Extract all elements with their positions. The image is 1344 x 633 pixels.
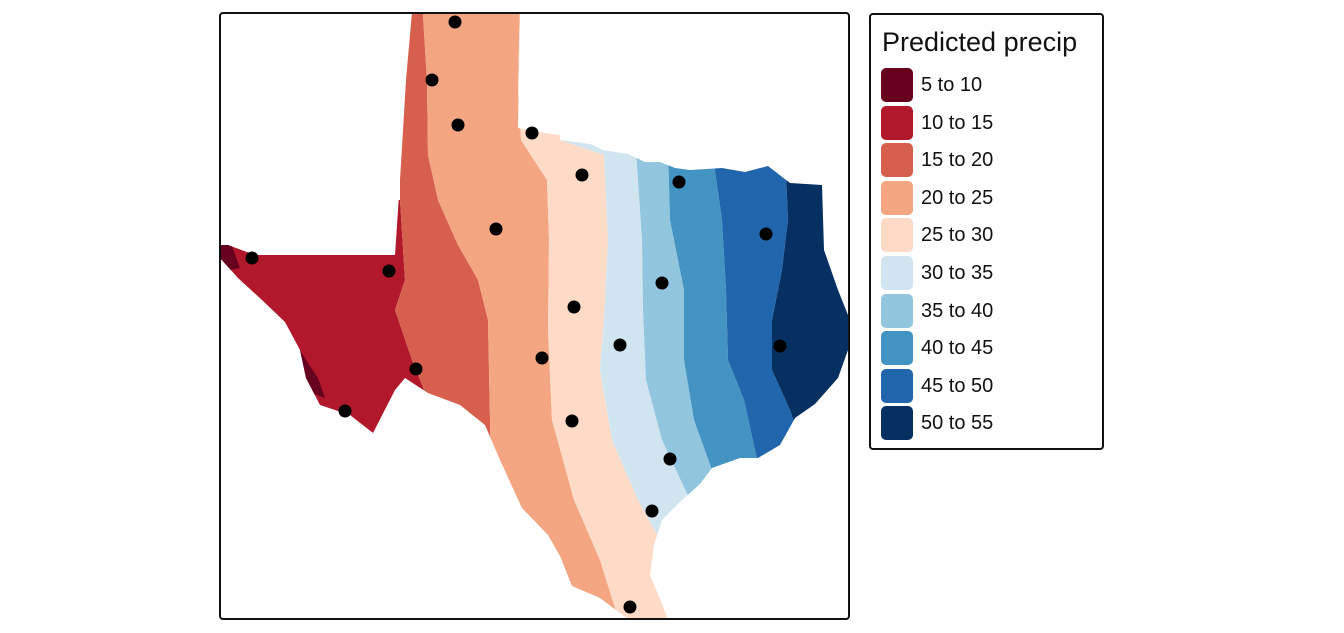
legend-item: 35 to 40 bbox=[881, 293, 1096, 328]
legend-item: 10 to 15 bbox=[881, 105, 1096, 140]
station-point bbox=[773, 339, 787, 353]
legend-swatch bbox=[881, 406, 913, 441]
precipitation-map bbox=[221, 14, 848, 618]
legend-label: 40 to 45 bbox=[921, 337, 994, 360]
legend-swatch bbox=[881, 368, 913, 403]
band-25-to-30 bbox=[518, 14, 680, 618]
station-point bbox=[489, 222, 503, 236]
legend-label: 30 to 35 bbox=[921, 262, 994, 284]
legend-swatch bbox=[881, 293, 913, 328]
legend-item: 50 to 55 bbox=[881, 406, 1096, 441]
station-point bbox=[535, 351, 549, 365]
map-panel[interactable] bbox=[219, 12, 850, 620]
legend-title: Predicted precip bbox=[882, 27, 1078, 57]
band-20-to-25 bbox=[422, 14, 625, 618]
legend-label: 25 to 30 bbox=[921, 224, 994, 247]
legend-item: 15 to 20 bbox=[881, 143, 1096, 178]
legend-label: 10 to 15 bbox=[921, 111, 994, 134]
precip-bands bbox=[221, 14, 848, 618]
station-point bbox=[409, 362, 423, 376]
legend-label: 20 to 25 bbox=[921, 186, 994, 209]
station-point bbox=[525, 126, 539, 140]
legend-item: 5 to 10 bbox=[881, 68, 1096, 102]
station-point bbox=[663, 452, 677, 466]
station-point bbox=[623, 600, 637, 614]
station-point bbox=[613, 338, 627, 352]
legend: Predicted precip 5 to 10 10 to 15 15 to 20… bbox=[869, 13, 1104, 450]
station-point bbox=[567, 300, 581, 314]
legend-label: 15 to 20 bbox=[921, 149, 994, 172]
station-point bbox=[759, 227, 773, 241]
band-5-to-10 bbox=[221, 240, 325, 398]
legend-label: 50 to 55 bbox=[921, 412, 994, 435]
legend-item: 45 to 50 bbox=[881, 368, 1096, 403]
station-point bbox=[425, 73, 439, 87]
legend-item: 25 to 30 bbox=[881, 218, 1096, 253]
station-point bbox=[451, 118, 465, 132]
legend-label: 35 to 40 bbox=[921, 299, 994, 322]
station-point bbox=[655, 276, 669, 290]
weather-stations bbox=[245, 15, 787, 614]
legend-swatch bbox=[881, 218, 913, 253]
legend-label: 45 to 50 bbox=[921, 374, 994, 397]
legend-swatch bbox=[881, 256, 913, 290]
band-35-to-40 bbox=[636, 150, 760, 618]
legend-item: 30 to 35 bbox=[881, 256, 1096, 290]
legend-swatch bbox=[881, 143, 913, 178]
legend-item: 40 to 45 bbox=[881, 331, 1096, 366]
station-point bbox=[645, 504, 659, 518]
legend-label: 5 to 10 bbox=[921, 74, 983, 96]
station-point bbox=[382, 264, 396, 278]
station-point bbox=[448, 15, 462, 29]
station-point bbox=[575, 168, 589, 182]
station-point bbox=[245, 251, 259, 265]
legend-swatch bbox=[881, 180, 913, 215]
station-point bbox=[565, 414, 579, 428]
legend-swatch bbox=[881, 68, 913, 102]
legend-swatch bbox=[881, 331, 913, 366]
legend-item: 20 to 25 bbox=[881, 180, 1096, 215]
legend-swatch bbox=[881, 105, 913, 140]
station-point bbox=[672, 175, 686, 189]
station-point bbox=[338, 404, 352, 418]
